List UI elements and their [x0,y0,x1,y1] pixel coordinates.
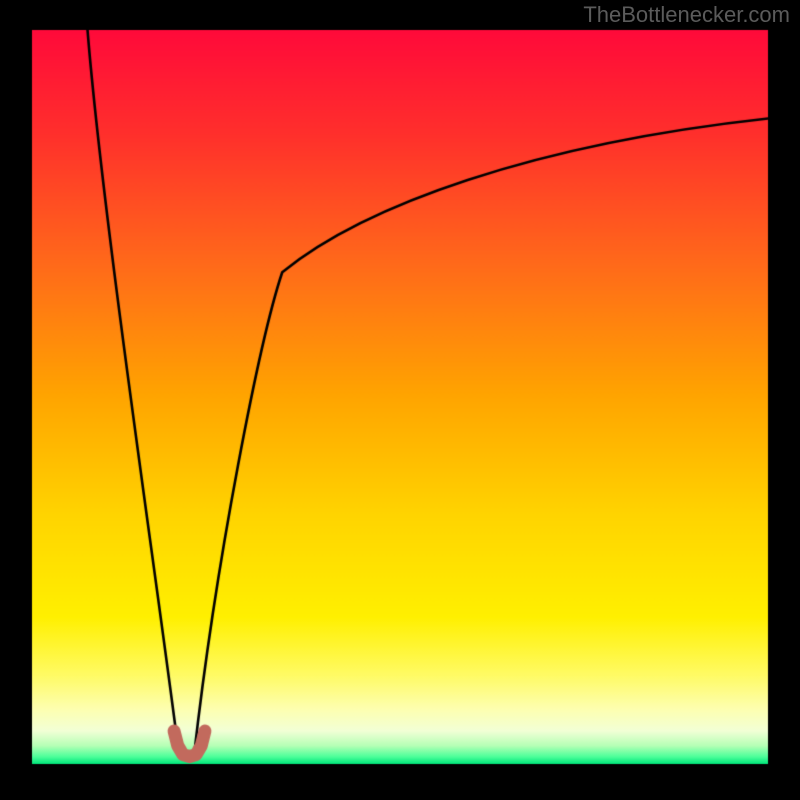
chart-container: TheBottlenecker.com [0,0,800,800]
bottleneck-chart-canvas [0,0,800,800]
